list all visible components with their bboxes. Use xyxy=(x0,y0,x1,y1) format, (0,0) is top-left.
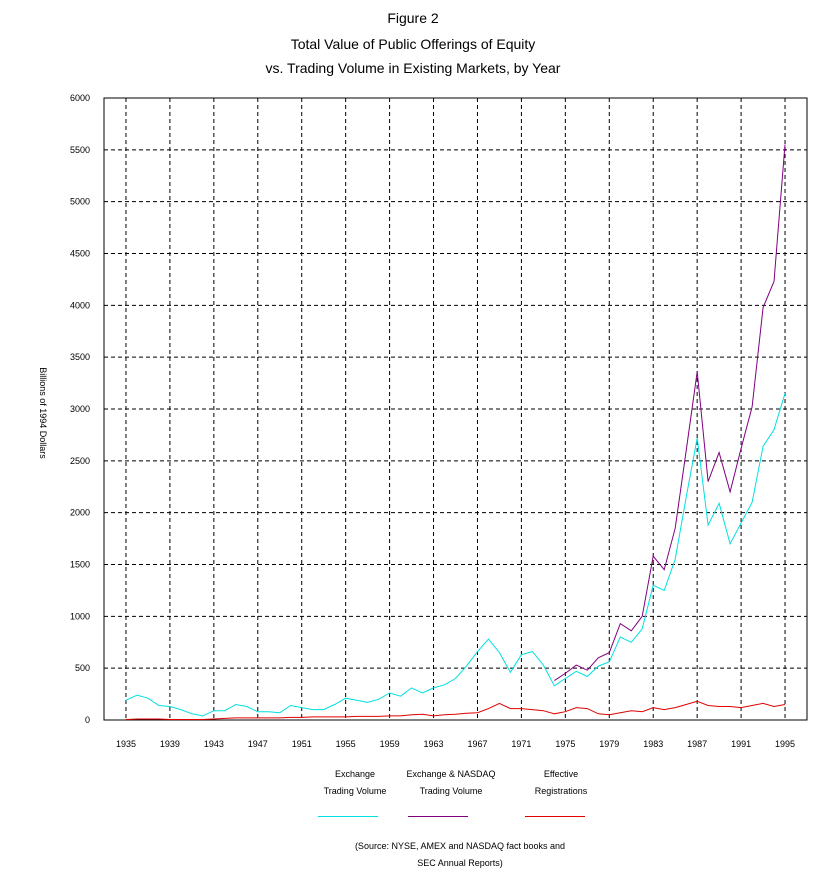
x-tick-label: 1987 xyxy=(687,739,707,749)
y-tick-label: 500 xyxy=(75,663,90,673)
series-line-1 xyxy=(554,144,786,682)
source-note: (Source: NYSE, AMEX and NASDAQ fact book… xyxy=(354,841,566,868)
plot-frame xyxy=(103,97,808,721)
x-tick-label: 1951 xyxy=(292,739,312,749)
x-tick-label: 1971 xyxy=(511,739,531,749)
x-tick-label: 1947 xyxy=(248,739,268,749)
x-tick-label: 1975 xyxy=(555,739,575,749)
x-tick-label: 1995 xyxy=(775,739,795,749)
x-tick-label: 1939 xyxy=(160,739,180,749)
x-tick-label: 1991 xyxy=(731,739,751,749)
y-tick-label: 0 xyxy=(85,715,90,725)
x-tick-label: 1963 xyxy=(424,739,444,749)
legend-label-exchange-nasdaq: Exchange & NASDAQ Trading Volume xyxy=(406,769,496,796)
x-tick-label: 1935 xyxy=(116,739,136,749)
x-tick-label: 1943 xyxy=(204,739,224,749)
y-tick-label: 2500 xyxy=(70,456,90,466)
x-tick-label: 1959 xyxy=(380,739,400,749)
x-tick-label: 1967 xyxy=(467,739,487,749)
y-axis-ticks: 0 500 1000 1500 2000 2500 3000 3500 4000 4500 5000… xyxy=(70,93,90,725)
y-tick-label: 5500 xyxy=(70,145,90,155)
y-tick-label: 4500 xyxy=(70,249,90,259)
chart-grid xyxy=(104,98,807,720)
legend-swatch-exchange xyxy=(318,816,378,817)
x-tick-label: 1979 xyxy=(599,739,619,749)
y-tick-label: 5000 xyxy=(70,197,90,207)
chart-title-line-1: Total Value of Public Offerings of Equit… xyxy=(290,36,536,52)
y-tick-label: 6000 xyxy=(70,93,90,103)
x-tick-label: 1983 xyxy=(643,739,663,749)
y-tick-label: 1500 xyxy=(70,560,90,570)
legend-swatch-exchange-nasdaq xyxy=(408,816,468,817)
y-tick-label: 4000 xyxy=(70,300,90,310)
legend-label-exchange: Exchange Trading Volume xyxy=(323,769,387,796)
y-axis-label: Billions of 1994 Dollars xyxy=(38,367,48,459)
chart-title-line-2: vs. Trading Volume in Existing Markets, … xyxy=(265,60,561,76)
figure-label: Figure 2 xyxy=(387,10,439,26)
series-line-0 xyxy=(125,393,786,717)
y-tick-label: 3000 xyxy=(70,404,90,414)
legend-swatch-registrations xyxy=(525,816,585,817)
series-line-2 xyxy=(125,700,786,720)
x-tick-label: 1955 xyxy=(336,739,356,749)
y-tick-label: 3500 xyxy=(70,352,90,362)
series-lines xyxy=(125,144,786,720)
legend-label-registrations: Effective Registrations xyxy=(534,769,588,796)
x-axis-ticks: 1935 1939 1943 1947 1951 1955 1959 1963 1967 1971… xyxy=(116,739,795,749)
y-tick-label: 2000 xyxy=(70,508,90,518)
y-tick-label: 1000 xyxy=(70,611,90,621)
